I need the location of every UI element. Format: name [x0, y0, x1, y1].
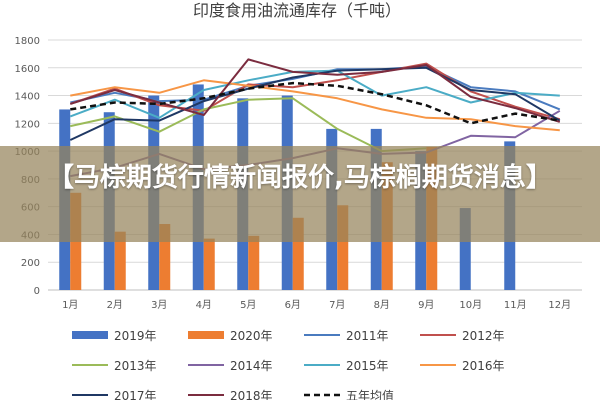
legend-label: 2020年: [230, 329, 273, 343]
y-tick-label: 200: [21, 258, 40, 269]
legend-label: 2015年: [346, 359, 389, 373]
x-tick-label: 3月: [151, 299, 167, 311]
bar-2020年: [248, 235, 260, 290]
x-tick-label: 9月: [418, 299, 434, 311]
y-tick-label: 1400: [15, 92, 40, 103]
line-五年均值: [70, 81, 560, 125]
bar-2020年: [114, 231, 126, 290]
y-tick-label: 1200: [15, 119, 40, 130]
chart-title: 印度食用油流通库存（千吨）: [193, 1, 401, 20]
legend-label: 2016年: [462, 359, 505, 373]
x-tick-label: 1月: [62, 299, 78, 311]
legend-swatch: [188, 331, 224, 339]
x-tick-label: 8月: [374, 299, 390, 311]
legend-label: 2017年: [114, 389, 157, 400]
bar-2020年: [203, 238, 215, 290]
x-tick-label: 4月: [196, 299, 212, 311]
line-2013年: [70, 97, 427, 153]
legend-label: 2013年: [114, 359, 157, 373]
x-tick-label: 2月: [107, 299, 123, 311]
legend: 2019年 2020年 2011年 2012年 2013年 2014年 2015年 2016年…: [72, 329, 505, 400]
x-tick-label: 6月: [285, 299, 301, 311]
x-tick-label: 10月: [459, 299, 482, 311]
bar-2020年: [292, 217, 304, 290]
bar-2020年: [159, 224, 171, 290]
bar-2019年: [459, 208, 471, 290]
legend-label: 2014年: [230, 359, 273, 373]
legend-label: 2018年: [230, 389, 273, 400]
legend-label: 2011年: [346, 329, 389, 343]
x-tick-label: 5月: [240, 299, 256, 311]
line-2016年: [70, 79, 560, 132]
legend-swatch: [72, 331, 108, 339]
x-tick-label: 11月: [504, 299, 527, 311]
legend-label: 2019年: [114, 329, 157, 343]
x-axis: 1月 2月 3月 4月 5月 6月 7月 8月 9月 10月 11月 12月: [48, 289, 582, 311]
y-tick-label: 1600: [15, 64, 40, 75]
bar-2020年: [337, 205, 349, 290]
y-tick-label: 1800: [15, 36, 40, 47]
x-tick-label: 7月: [329, 299, 345, 311]
line-2015年: [69, 69, 560, 119]
x-tick-label: 12月: [548, 299, 571, 311]
headline-text: 【马棕期货行情新闻报价,马棕榈期货消息】: [48, 163, 552, 193]
headline-banner: [0, 146, 600, 242]
line-2018年: [70, 58, 561, 123]
y-tick-label: 0: [34, 286, 40, 297]
legend-label: 五年均值: [346, 388, 394, 400]
legend-label: 2012年: [462, 329, 505, 343]
